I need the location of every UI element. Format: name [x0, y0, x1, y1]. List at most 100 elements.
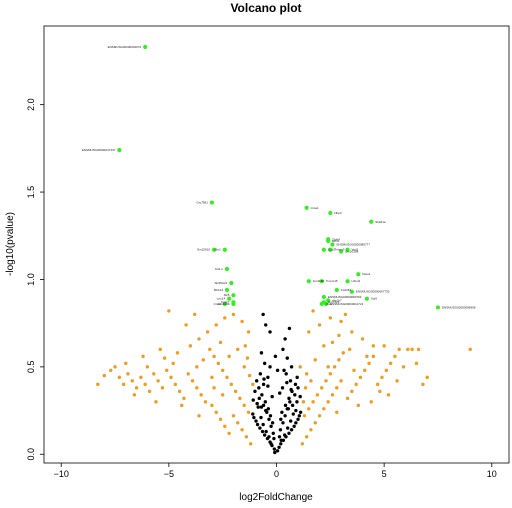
gene-label: Gm22910 [197, 248, 211, 252]
point-not-significant [288, 400, 292, 404]
point-fold-change [322, 407, 326, 411]
gene-label: Gm7581 [196, 201, 208, 205]
gene-label: Zfp64 [332, 237, 340, 241]
point-not-significant [272, 436, 276, 441]
point-not-significant [282, 433, 287, 437]
gene-label: ENSMUSG00000080793 [328, 295, 362, 299]
point-not-significant [266, 375, 270, 380]
point-not-significant [294, 421, 298, 425]
y-tick-label: 1.0 [26, 273, 36, 286]
point-significant [326, 298, 331, 303]
point-not-significant [283, 337, 287, 341]
gene-label: Tmem3 [334, 248, 344, 252]
point-significant [304, 205, 309, 210]
point-fold-change [203, 400, 208, 404]
point-fold-change [220, 393, 225, 397]
point-fold-change [197, 337, 201, 341]
point-fold-change [328, 316, 333, 320]
gene-label: ENSMUSG00000067735 [356, 290, 390, 294]
point-fold-change [468, 347, 472, 352]
point-not-significant [262, 433, 267, 437]
point-not-significant [298, 394, 302, 399]
point-not-significant [261, 403, 266, 408]
gene-label: Ubxn4 [352, 279, 361, 283]
point-fold-change [201, 358, 206, 362]
point-not-significant [251, 412, 255, 416]
point-fold-change [121, 382, 126, 387]
x-tick-label: 10 [487, 469, 497, 479]
gene-label: Cnn3 [214, 302, 222, 306]
point-fold-change [236, 421, 240, 425]
point-fold-change [339, 379, 343, 383]
gene-label: Nlrp3 [334, 211, 342, 215]
point-not-significant [279, 438, 283, 442]
point-fold-change [227, 354, 231, 359]
point-not-significant [290, 403, 295, 408]
point-fold-change [218, 340, 223, 345]
point-fold-change [380, 375, 384, 380]
point-fold-change [309, 379, 313, 383]
point-fold-change [326, 400, 330, 404]
x-tick-label: −10 [54, 469, 69, 479]
point-significant [328, 210, 333, 216]
y-tick-label: 0.5 [26, 361, 36, 374]
point-not-significant [264, 323, 268, 327]
point-not-significant [293, 382, 298, 387]
point-not-significant [284, 372, 288, 376]
point-fold-change [354, 382, 358, 387]
y-tick-label: 0.0 [26, 448, 36, 461]
point-fold-change [177, 389, 182, 394]
point-fold-change [117, 375, 122, 380]
point-fold-change [388, 361, 393, 366]
point-significant [224, 266, 230, 272]
point-not-significant [258, 372, 263, 376]
point-not-significant [291, 412, 295, 416]
point-fold-change [154, 400, 158, 404]
point-fold-change [124, 361, 128, 366]
point-not-significant [257, 396, 261, 401]
point-fold-change [350, 330, 354, 334]
point-significant [143, 44, 148, 50]
point-fold-change [384, 368, 388, 373]
point-not-significant [289, 387, 293, 392]
point-fold-change [162, 356, 167, 360]
point-not-significant [258, 426, 262, 430]
point-fold-change [210, 375, 214, 380]
point-fold-change [242, 403, 246, 408]
point-not-significant [270, 394, 274, 399]
point-significant [328, 247, 333, 252]
gene-label: Cma1 [311, 206, 319, 210]
point-not-significant [298, 410, 303, 415]
point-fold-change [371, 344, 376, 348]
point-fold-change [395, 379, 399, 383]
point-fold-change [243, 344, 247, 348]
point-fold-change [425, 375, 429, 380]
data-points [96, 44, 472, 455]
point-not-significant [275, 449, 280, 453]
point-fold-change [339, 319, 343, 324]
point-not-significant [297, 414, 302, 418]
point-fold-change [307, 330, 311, 334]
point-fold-change [350, 389, 354, 394]
point-fold-change [126, 372, 130, 376]
point-not-significant [287, 326, 292, 331]
point-fold-change [96, 382, 100, 387]
point-not-significant [285, 356, 289, 360]
x-tick-label: 0 [274, 469, 279, 479]
point-fold-change [130, 379, 134, 383]
point-significant [326, 238, 331, 244]
point-not-significant [277, 435, 282, 439]
chart-title: Volcano plot [230, 1, 301, 15]
point-not-significant [283, 414, 287, 418]
point-fold-change [212, 354, 216, 359]
gene-label: Slc25A21 [214, 281, 227, 285]
point-fold-change [182, 396, 186, 401]
point-fold-change [382, 344, 386, 348]
point-fold-change [311, 309, 315, 313]
point-not-significant [253, 389, 257, 394]
point-fold-change [216, 361, 221, 366]
point-fold-change [375, 382, 380, 387]
point-fold-change [109, 368, 113, 373]
point-fold-change [225, 375, 229, 380]
point-fold-change [236, 347, 240, 352]
